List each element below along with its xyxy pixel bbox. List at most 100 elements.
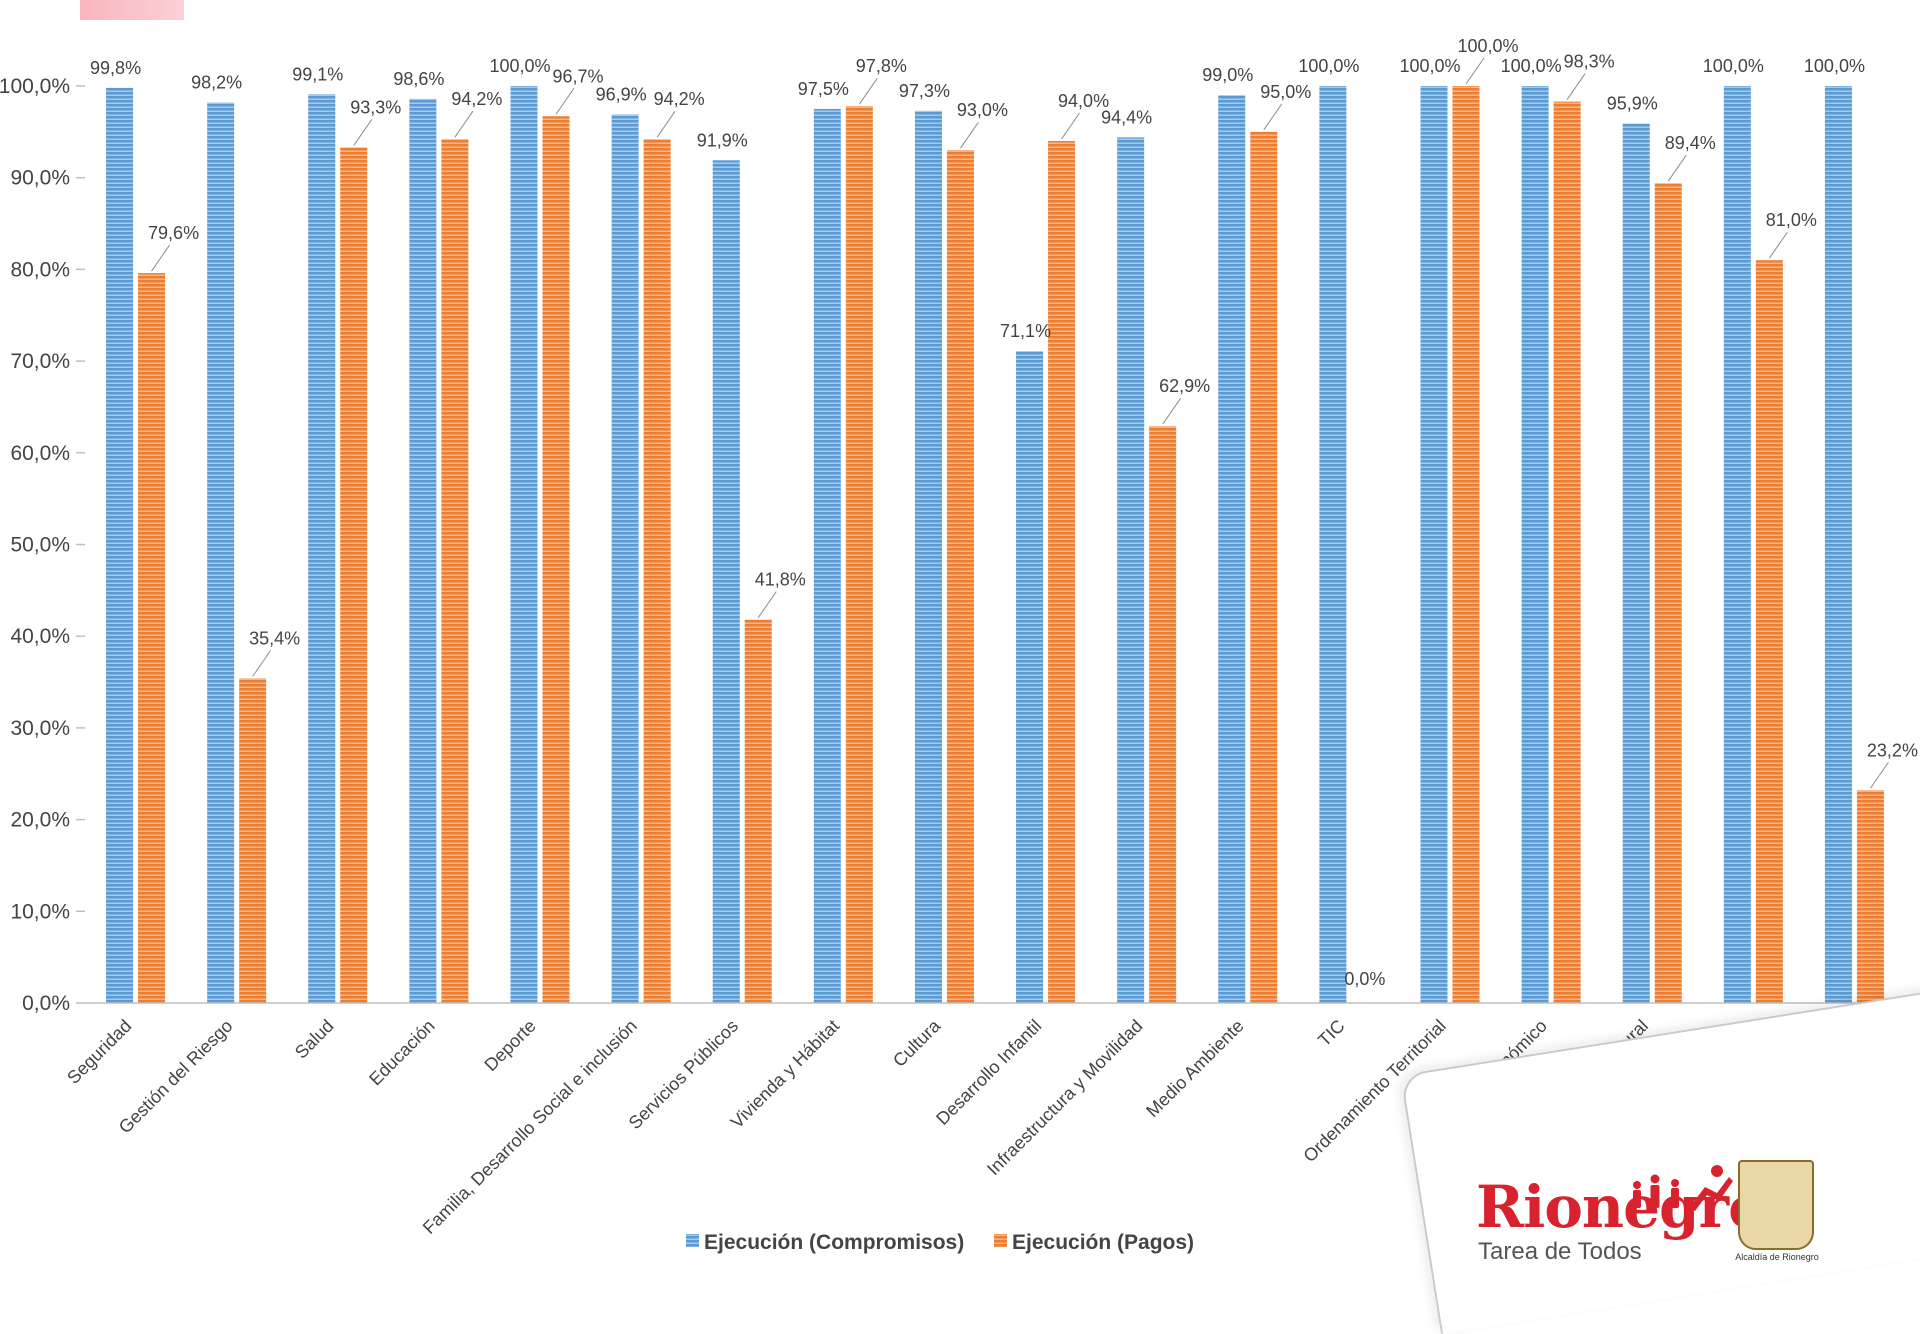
bar-compromisos (611, 114, 639, 1003)
x-category-label: Gestión del Riesgo (115, 1016, 237, 1138)
label-leader-line (1870, 761, 1889, 789)
label-leader-line (1768, 231, 1788, 259)
y-tick-label: 40,0% (10, 625, 70, 648)
bar-compromisos (409, 98, 437, 1003)
y-tick-label: 80,0% (10, 258, 70, 281)
x-category-label: Cultura (889, 1015, 945, 1071)
bar-pagos (1250, 131, 1278, 1004)
x-category-label: Desarrollo Infantil (932, 1016, 1045, 1129)
data-label-pagos: 94,0% (1058, 91, 1109, 111)
data-label-pagos: 93,3% (350, 97, 401, 117)
logo-wordmark: Rionegro (1476, 1173, 1767, 1241)
y-tick-label: 10,0% (10, 900, 70, 923)
bar-pagos (138, 273, 166, 1003)
x-category-label: Vivienda y Hábitat (727, 1016, 844, 1133)
bar-compromisos (1521, 86, 1549, 1003)
data-label-pagos: 35,4% (249, 628, 300, 648)
data-label-pagos: 100,0% (1457, 36, 1518, 56)
x-category-label: TIC (1314, 1016, 1349, 1051)
leader-lines (151, 57, 1889, 789)
bar-pagos (744, 619, 772, 1003)
y-tick-label: 100,0% (0, 75, 70, 98)
x-category-label: Educación (365, 1016, 439, 1090)
data-labels-group: 99,8% 79,6% 98,2% 35,4% 99,1% 93,3% 98,6% 94,2%… (90, 36, 1918, 989)
x-category-label: Deporte (480, 1016, 539, 1075)
data-label-pagos: 93,0% (957, 100, 1008, 120)
bar-compromisos (1117, 137, 1145, 1004)
label-leader-line (656, 110, 676, 138)
bar-compromisos (712, 160, 740, 1004)
y-tick-label: 90,0% (10, 167, 70, 190)
label-leader-line (1162, 397, 1182, 425)
bar-compromisos (1016, 351, 1044, 1003)
data-label-pagos: 94,2% (451, 89, 502, 109)
x-category-label: Seguridad (63, 1016, 135, 1088)
data-label-compromisos: 71,1% (1000, 321, 1051, 341)
legend-swatch-compromisos (686, 1234, 699, 1247)
label-leader-line (1566, 73, 1586, 100)
x-category-label: Salud (291, 1016, 338, 1063)
bar-compromisos (308, 94, 336, 1004)
bar-compromisos (1319, 86, 1347, 1003)
data-label-compromisos: 96,9% (596, 84, 647, 104)
data-label-pagos: 23,2% (1867, 740, 1918, 760)
label-leader-line (757, 591, 777, 618)
data-label-compromisos: 98,6% (393, 69, 444, 89)
bar-pagos (643, 139, 671, 1003)
bar-compromisos (1218, 95, 1246, 1004)
data-label-compromisos: 95,9% (1607, 94, 1658, 114)
data-label-compromisos: 98,2% (191, 73, 242, 93)
data-label-compromisos: 100,0% (1703, 56, 1764, 76)
data-label-compromisos: 100,0% (1804, 56, 1865, 76)
label-leader-line (960, 121, 979, 149)
bar-pagos (845, 106, 873, 1003)
data-label-pagos: 97,8% (856, 56, 907, 76)
label-leader-line (1465, 57, 1485, 85)
data-label-compromisos: 97,5% (798, 79, 849, 99)
legend-label-compromisos: Ejecución (Compromisos) (704, 1231, 964, 1254)
bar-pagos (1048, 141, 1076, 1003)
y-tick-label: 70,0% (10, 350, 70, 373)
data-label-compromisos: 100,0% (1298, 56, 1359, 76)
bar-pagos (1755, 260, 1783, 1004)
data-label-compromisos: 94,4% (1101, 107, 1152, 127)
logo-tagline: Tarea de Todos (1478, 1238, 1642, 1265)
y-axis: 0,0% 10,0% 20,0% 30,0% 40,0% 50,0% 60,0% 70,0% 8… (0, 75, 85, 1015)
data-label-pagos: 81,0% (1766, 210, 1817, 230)
bar-pagos (1553, 101, 1581, 1004)
data-label-pagos: 98,3% (1564, 52, 1615, 72)
data-label-compromisos: 91,9% (697, 130, 748, 150)
y-tick-label: 20,0% (10, 809, 70, 832)
legend-label-pagos: Ejecución (Pagos) (1012, 1231, 1194, 1254)
label-leader-line (252, 650, 272, 677)
label-leader-line (1061, 112, 1080, 140)
municipal-seal-icon (1738, 1160, 1814, 1250)
bar-pagos (441, 139, 469, 1003)
y-tick-label: 50,0% (10, 534, 70, 557)
top-accent-bar (80, 0, 184, 20)
bar-compromisos (510, 86, 538, 1003)
bar-pagos (1654, 183, 1682, 1003)
x-category-label: Medio Ambiente (1142, 1016, 1247, 1121)
y-tick-label: 0,0% (22, 992, 70, 1015)
bar-chart: 0,0% 10,0% 20,0% 30,0% 40,0% 50,0% 60,0% 70,0% 8… (0, 36, 1918, 1254)
data-label-pagos: 95,0% (1260, 82, 1311, 102)
label-leader-line (1263, 103, 1283, 131)
bar-pagos (1149, 426, 1177, 1003)
label-leader-line (555, 87, 575, 115)
label-leader-line (858, 77, 878, 105)
bar-pagos (239, 678, 267, 1003)
label-leader-line (454, 110, 474, 138)
bar-compromisos (106, 87, 134, 1004)
y-tick-label: 30,0% (10, 717, 70, 740)
data-label-compromisos: 100,0% (1399, 56, 1460, 76)
x-category-label: Servicios Públicos (625, 1016, 742, 1133)
data-label-pagos: 0,0% (1344, 969, 1385, 989)
data-label-compromisos: 100,0% (1501, 56, 1562, 76)
legend-swatch-pagos (994, 1234, 1007, 1247)
bar-compromisos (1420, 86, 1448, 1003)
label-leader-line (1667, 154, 1687, 182)
data-label-compromisos: 99,0% (1202, 65, 1253, 85)
data-label-pagos: 96,7% (552, 66, 603, 86)
bar-pagos (946, 150, 974, 1003)
